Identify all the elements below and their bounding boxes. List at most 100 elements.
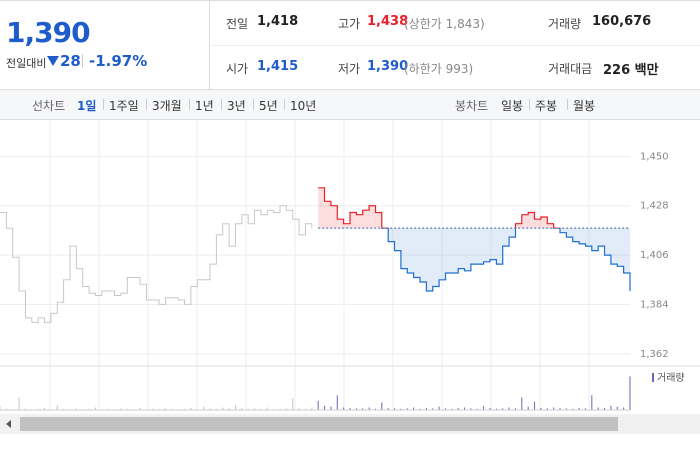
legend-swatch: [652, 373, 654, 382]
tab-sep: [103, 99, 104, 110]
volume-bar: [63, 408, 65, 410]
volume-bar: [604, 407, 606, 410]
volume-bar: [623, 407, 625, 410]
volume-bar: [24, 408, 26, 410]
volume-bar: [502, 408, 504, 410]
area-below: [318, 228, 630, 291]
tab[interactable]: 1년: [195, 99, 214, 113]
y-tick-label: 1,450: [640, 151, 669, 162]
volume-bar: [476, 408, 478, 410]
tab[interactable]: 10년: [290, 99, 317, 113]
volume-bar: [171, 408, 173, 410]
stat-label: 거래대금: [548, 62, 593, 76]
volume-bar: [304, 408, 306, 410]
stat-label: 고가: [338, 17, 361, 31]
divider: [82, 54, 83, 68]
volume-bar: [578, 407, 580, 410]
stat-label: 시가: [226, 62, 249, 76]
volume-bar: [610, 405, 612, 410]
stat-note: (하한가 993): [404, 62, 474, 76]
volume-bar: [444, 408, 446, 410]
volume-bar: [584, 408, 586, 410]
tab-sep: [567, 99, 568, 110]
y-tick-label: 1,384: [640, 299, 669, 310]
legend-label: 거래량: [657, 372, 685, 384]
volume-bar: [616, 406, 618, 410]
tab-label: 선차트: [32, 99, 66, 113]
tab-sep: [146, 99, 147, 110]
stat-label: 전일: [226, 17, 249, 31]
tab-sep: [221, 99, 222, 110]
volume-bar: [139, 407, 141, 410]
tab[interactable]: 주봉: [535, 99, 558, 113]
chart: 1,362 1,384 1,406 1,428 1,450 거래량: [0, 120, 700, 434]
volume-bar: [355, 408, 357, 410]
volume-bar: [362, 408, 364, 410]
volume-bar: [209, 408, 211, 410]
volume-bar: [464, 407, 466, 410]
volume-bar: [126, 408, 128, 410]
price: 1,390: [6, 16, 91, 49]
volume-bar: [508, 407, 510, 410]
volume-bar: [470, 408, 472, 410]
tab[interactable]: 3년: [227, 99, 246, 113]
quote-header: [0, 0, 700, 90]
volume-bar: [94, 407, 96, 410]
volume-bar: [18, 397, 20, 410]
tab[interactable]: 3개월: [152, 99, 182, 113]
volume-bar: [0, 406, 1, 410]
volume-bar: [349, 407, 351, 410]
volume-bar: [540, 407, 542, 410]
volume-bar: [534, 401, 536, 410]
volume-bar: [425, 407, 427, 410]
tab[interactable]: 월봉: [573, 99, 596, 113]
volume-bar: [400, 408, 402, 410]
volume-bar: [330, 406, 332, 410]
volume-bar: [489, 407, 491, 410]
volume-bar: [37, 408, 39, 410]
stat-value: 226 백만: [603, 63, 659, 78]
volume-bar: [56, 404, 58, 410]
volume-bar: [222, 407, 224, 410]
volume-bar: [451, 408, 453, 410]
change: 28: [60, 52, 81, 70]
volume-bar: [343, 407, 345, 410]
stat-note: (상한가 1,843): [404, 17, 485, 31]
volume-bar: [234, 404, 236, 410]
volume-bar: [419, 408, 421, 410]
volume-bar: [597, 407, 599, 410]
tab-label: 봉차트: [455, 99, 489, 113]
volume-bar: [190, 407, 192, 410]
tab-sep: [189, 99, 190, 110]
tabs: 선차트 1일 1주일 3개월 1년 3년 5년 10년 봉차트 일봉 주봉 월봉: [0, 90, 700, 119]
stat-label: 거래량: [548, 17, 582, 31]
tab-sep: [284, 99, 285, 110]
volume-bar: [107, 408, 109, 410]
volume-bar: [374, 408, 376, 410]
volume-bar: [629, 376, 631, 410]
volume-bar: [75, 408, 77, 410]
change-label: 전일대비: [6, 57, 47, 70]
volume-bar: [413, 407, 415, 410]
volume-bar: [394, 408, 396, 410]
y-tick-label: 1,406: [640, 250, 669, 261]
volume-bar: [228, 408, 230, 410]
volume-bar: [565, 408, 567, 410]
volume-bar: [514, 408, 516, 410]
volume-bar: [44, 407, 46, 410]
tab[interactable]: 일봉: [501, 99, 524, 113]
volume-bar: [368, 407, 370, 410]
tab[interactable]: 5년: [259, 99, 278, 113]
volume-bar: [215, 408, 217, 410]
tab[interactable]: 1주일: [109, 99, 139, 113]
volume-bar: [381, 402, 383, 410]
volume-bar: [495, 408, 497, 410]
price-line-above: [318, 187, 561, 229]
tab[interactable]: 1일: [77, 99, 97, 113]
scroll-thumb[interactable]: [20, 417, 618, 431]
volume-bar: [432, 408, 434, 410]
volume-bar: [324, 405, 326, 410]
stat-value: 160,676: [592, 14, 652, 29]
volume-bar: [527, 406, 529, 410]
